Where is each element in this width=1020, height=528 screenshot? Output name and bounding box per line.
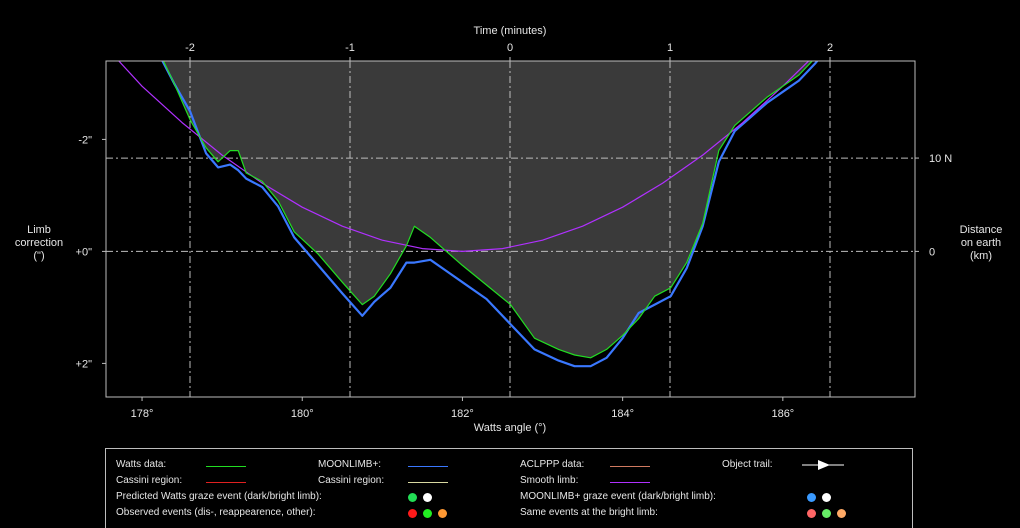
- legend-cassini-swatch-2: [408, 482, 448, 483]
- legend-watts-bright-dot: [423, 493, 432, 502]
- x-tick-label: 180°: [291, 408, 314, 420]
- legend-cassini-region-1: Cassini region:: [116, 475, 183, 486]
- legend-moonlimb-bright-dot: [822, 493, 831, 502]
- legend-cassini-swatch-1: [206, 482, 246, 483]
- top-tick-label: -1: [345, 42, 355, 54]
- legend-object-trail: Object trail:: [722, 459, 773, 470]
- legend-smooth-limb: Smooth limb:: [520, 475, 579, 486]
- legend-cassini-region-2: Cassini region:: [318, 475, 385, 486]
- x-tick-label: 186°: [771, 408, 794, 420]
- limb-profile-fill: [158, 61, 843, 358]
- legend: Watts data: Cassini region: Predicted Wa…: [105, 448, 913, 528]
- legend-smooth-swatch: [610, 482, 650, 483]
- legend-bright-dot-3: [837, 509, 846, 518]
- legend-moonlimb-dark-dot: [807, 493, 816, 502]
- moonlimb-line: [161, 61, 819, 368]
- top-tick-label: 1: [667, 42, 673, 54]
- right-axis-title-line2: on earth: [960, 237, 1002, 249]
- legend-bright-dot-2: [822, 509, 831, 518]
- right-axis-title-line1: Distance: [959, 224, 1003, 236]
- legend-predicted-watts: Predicted Watts graze event (dark/bright…: [116, 491, 322, 502]
- occultation-chart: 178° 180° 182° 184° 186° -2 -1 0 1 2 -2" +0" +2" 10 N…: [76, 25, 953, 434]
- legend-observed-dot-3: [438, 509, 447, 518]
- y-axis-title-line2: correction: [14, 237, 64, 249]
- top-tick-label: 2: [827, 42, 833, 54]
- legend-bright-dot-1: [807, 509, 816, 518]
- top-tick-label: -2: [185, 42, 195, 54]
- y-tick-label: +0": [76, 246, 93, 258]
- legend-watts-dark-dot: [408, 493, 417, 502]
- legend-moonlimb-swatch: [408, 466, 448, 467]
- legend-watts-data: Watts data:: [116, 459, 167, 470]
- y-tick-label: -2": [78, 134, 92, 146]
- legend-moonlimb-graze: MOONLIMB+ graze event (dark/bright limb)…: [520, 491, 716, 502]
- legend-same-events: Same events at the bright limb:: [520, 507, 658, 518]
- top-axis-title: Time (minutes): [474, 25, 547, 37]
- watts-data-line: [162, 61, 814, 359]
- right-axis-title: Distance on earth (km): [950, 224, 1012, 263]
- smooth-limb-line: [118, 61, 810, 252]
- x-tick-label: 182°: [451, 408, 474, 420]
- right-tick-label: 0: [929, 246, 935, 258]
- legend-observed-events: Observed events (dis-, reappearence, oth…: [116, 507, 316, 518]
- legend-aclppp-swatch: [610, 466, 650, 467]
- y-axis-title-line3: ("): [33, 250, 45, 262]
- legend-observed-dot-1: [408, 509, 417, 518]
- y-axis-title: Limb correction ("): [8, 224, 70, 263]
- legend-watts-swatch: [206, 466, 246, 467]
- y-tick-label: +2": [76, 358, 93, 370]
- x-tick-label: 184°: [611, 408, 634, 420]
- y-axis-title-line1: Limb: [27, 224, 51, 236]
- x-tick-label: 178°: [131, 408, 154, 420]
- legend-observed-dot-2: [423, 509, 432, 518]
- legend-aclppp: ACLPPP data:: [520, 459, 585, 470]
- right-axis-title-line3: (km): [970, 250, 992, 262]
- legend-moonlimb: MOONLIMB+:: [318, 459, 382, 470]
- object-trail-arrow-icon: [802, 460, 844, 470]
- x-axis-title: Watts angle (°): [474, 422, 546, 434]
- right-tick-label: 10 N: [929, 153, 952, 165]
- top-tick-label: 0: [507, 42, 513, 54]
